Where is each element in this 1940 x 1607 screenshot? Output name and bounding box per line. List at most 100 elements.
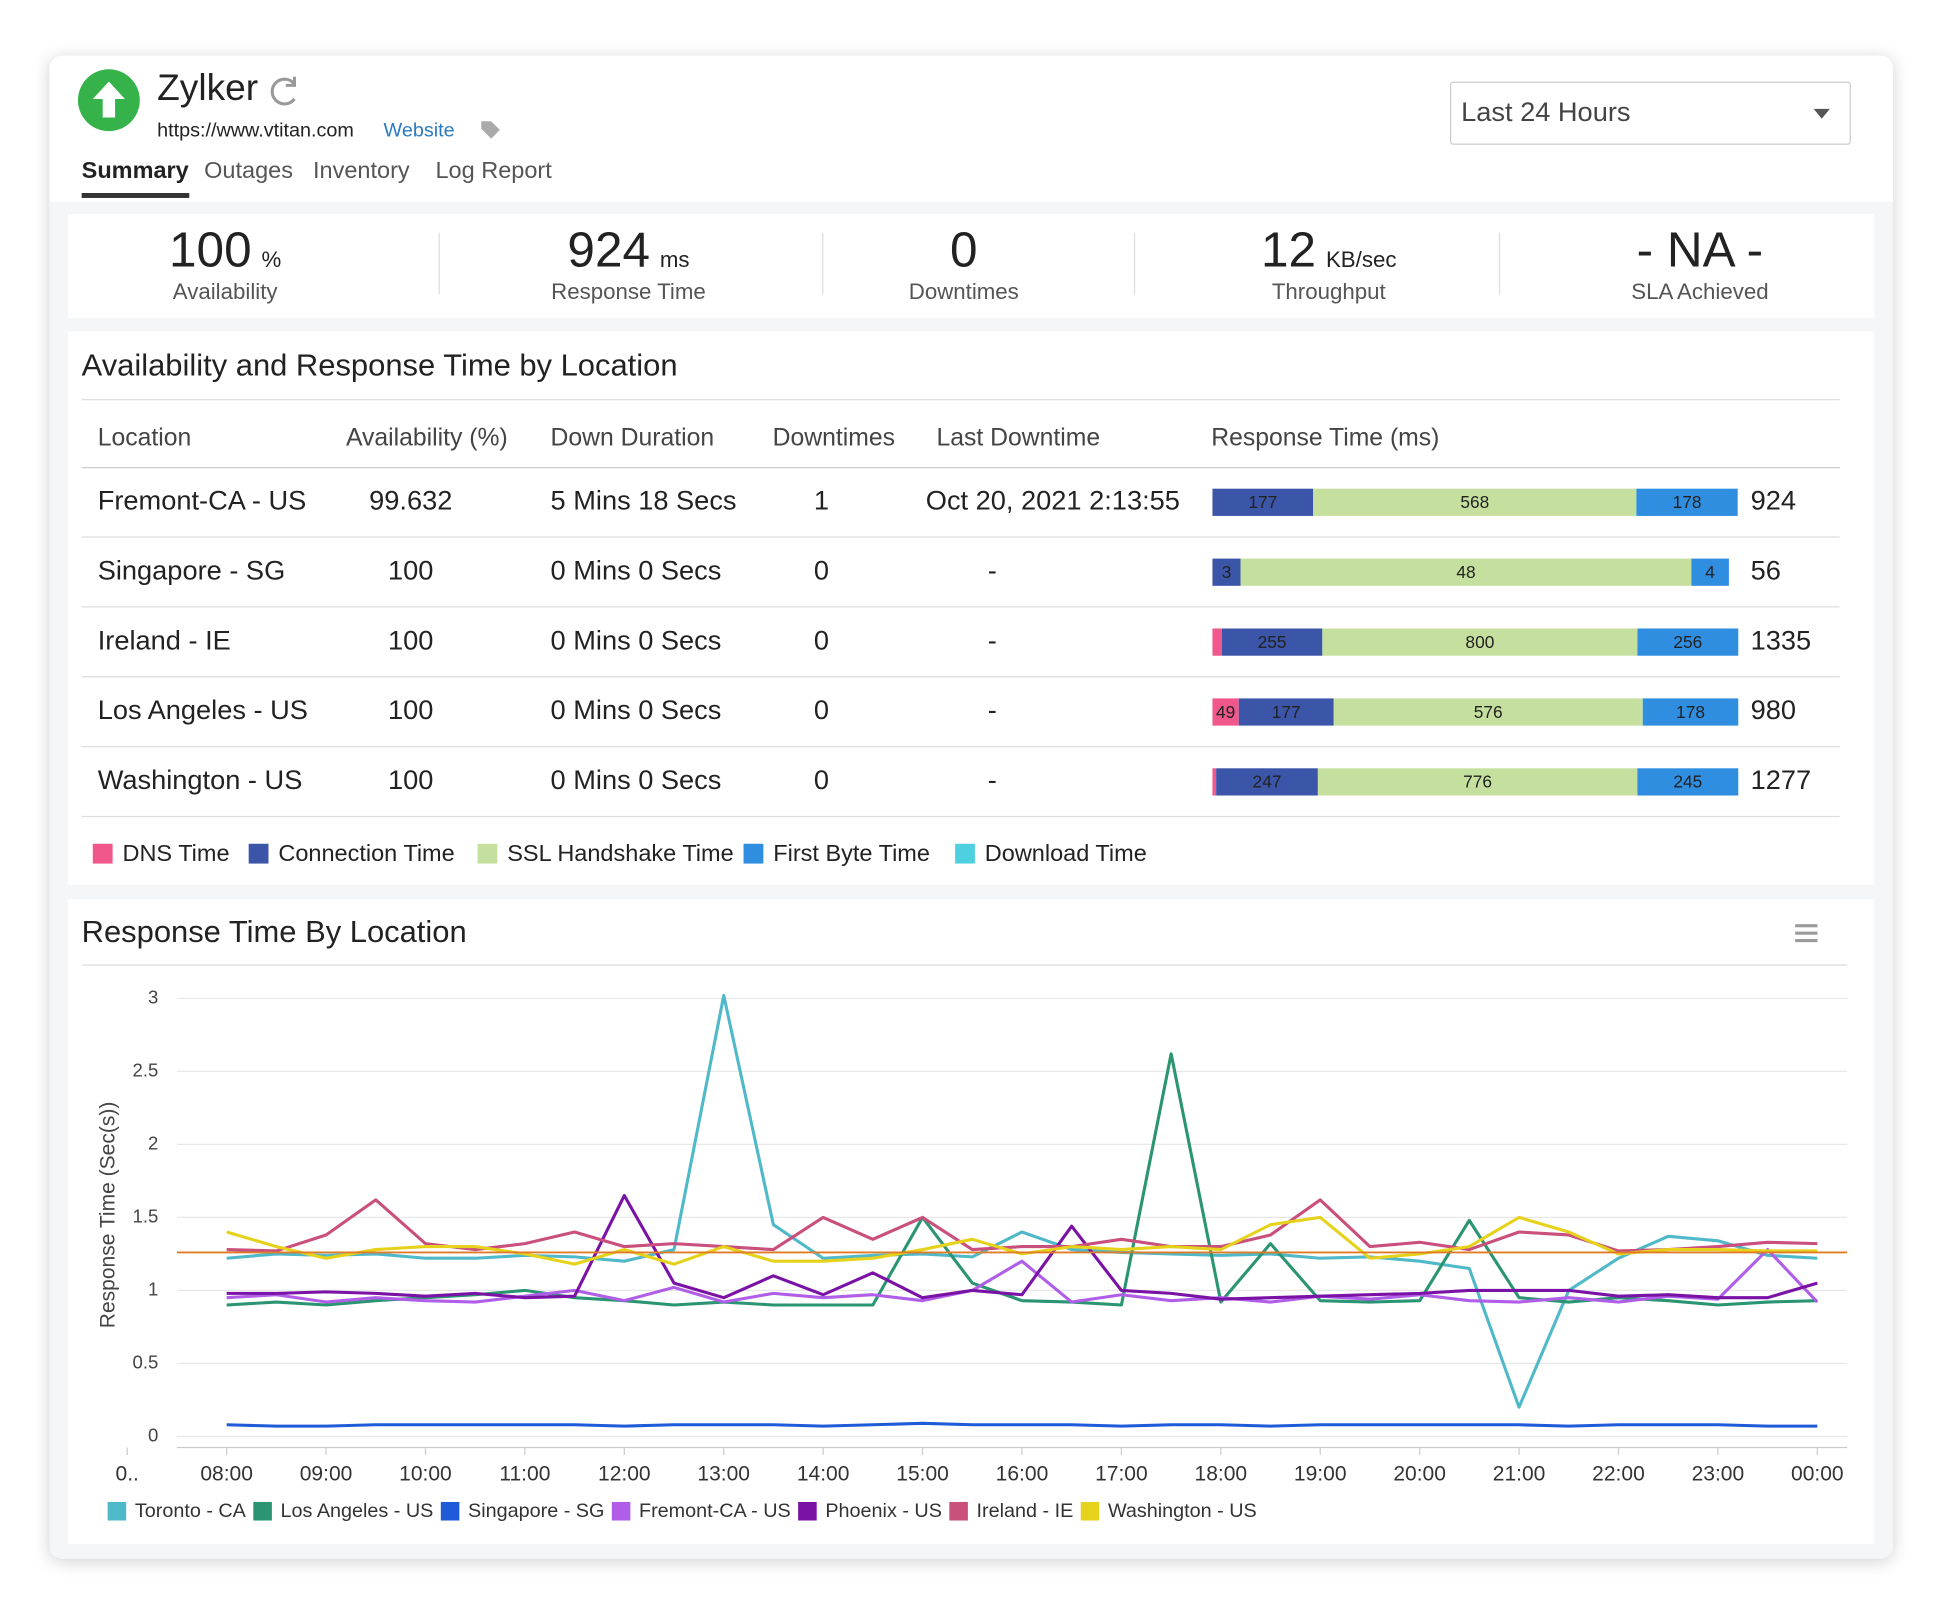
series-line [226, 1215, 1818, 1266]
row-total: 980 [1751, 694, 1796, 725]
stat-label: SLA Achieved [1631, 279, 1768, 304]
legend-swatch [92, 843, 113, 864]
row-total: 1277 [1751, 764, 1812, 795]
stat-label: Response Time [551, 279, 706, 304]
legend-label[interactable]: Singapore - SG [468, 1500, 604, 1522]
series-line [226, 1198, 1818, 1253]
bar-segment [1333, 698, 1643, 726]
y-tick-label: 3 [148, 986, 158, 1007]
table-cell: 0 Mins 0 Secs [551, 554, 722, 585]
x-tick-label: 14:00 [797, 1462, 850, 1485]
column-header: Response Time (ms) [1211, 425, 1439, 452]
legend-swatch[interactable] [107, 1501, 127, 1521]
legend-label[interactable]: Toronto - CA [135, 1500, 247, 1522]
stats-panel [68, 214, 1875, 318]
tab[interactable]: Inventory [313, 157, 410, 183]
bar-segment [1637, 628, 1739, 656]
table-cell: - [988, 624, 997, 655]
table-cell: 100 [388, 554, 433, 585]
legend-swatch[interactable] [949, 1501, 968, 1521]
stat-label: Downtimes [909, 279, 1019, 304]
bar-label: 256 [1673, 632, 1702, 652]
table-cell: - [988, 554, 997, 585]
menu-icon[interactable] [1795, 924, 1818, 943]
y-tick-label: 0 [148, 1424, 158, 1445]
x-tick-label: 11:00 [499, 1462, 550, 1485]
bar-segment [1691, 558, 1729, 586]
bar-segment [1637, 768, 1739, 796]
table-cell: 100 [388, 624, 433, 655]
dropdown-caret [1813, 108, 1830, 119]
stat-value: 100 [169, 223, 252, 278]
table-cell: Oct 20, 2021 2:13:55 [926, 484, 1180, 515]
refresh-icon[interactable] [270, 76, 297, 106]
bar-label: 49 [1216, 702, 1235, 722]
x-tick-label: 00:00 [1791, 1462, 1844, 1485]
legend-label[interactable]: Phoenix - US [825, 1500, 942, 1522]
row-total: 56 [1751, 554, 1781, 585]
legend-swatch[interactable] [798, 1501, 817, 1521]
bar-label: 177 [1248, 492, 1277, 512]
legend-label[interactable]: Los Angeles - US [281, 1500, 434, 1522]
legend-label[interactable]: Washington - US [1108, 1500, 1257, 1522]
legend-swatch [743, 843, 764, 864]
legend-swatch[interactable] [611, 1501, 631, 1521]
bar-segment [1322, 628, 1638, 656]
column-header: Availability (%) [346, 425, 508, 452]
x-tick-label: 08:00 [200, 1462, 253, 1485]
bar-label: 247 [1253, 772, 1282, 792]
bar-segment [1212, 628, 1222, 656]
table-cell: 1 [814, 484, 829, 515]
bar-segment [1212, 488, 1314, 516]
bar-label: 177 [1272, 702, 1301, 722]
bar-segment [1317, 768, 1638, 796]
up-arrow [92, 81, 125, 118]
x-tick-label: 19:00 [1294, 1462, 1347, 1485]
series-line [226, 1421, 1818, 1428]
url: https://www.vtitan.com [157, 119, 354, 141]
tab[interactable]: Summary [82, 157, 189, 183]
bar-segment [1216, 768, 1318, 796]
legend-label: Download Time [985, 840, 1147, 866]
bar-label: 178 [1676, 702, 1705, 722]
table-cell: 100 [388, 764, 433, 795]
stat-unit: % [261, 247, 281, 272]
stat-value: 0 [950, 223, 978, 278]
bar-label: 178 [1673, 492, 1702, 512]
series-line [226, 1193, 1818, 1301]
monitor-title: Zylker [157, 66, 258, 108]
website-link[interactable]: Website [384, 119, 455, 141]
y-axis-title: Response Time (Sec(s)) [96, 1102, 119, 1329]
table-cell: Los Angeles - US [98, 694, 308, 725]
bar-label: 568 [1460, 492, 1489, 512]
legend-swatch[interactable] [440, 1501, 460, 1521]
legend-label[interactable]: Ireland - IE [977, 1500, 1074, 1522]
bar-segment [1238, 698, 1334, 726]
tab[interactable]: Log Report [435, 157, 552, 183]
x-tick-label: 10:00 [399, 1462, 452, 1485]
legend-swatch [477, 843, 498, 864]
bar-label: 776 [1463, 772, 1492, 792]
table-cell: 99.632 [369, 484, 452, 515]
bar-label: 800 [1465, 632, 1494, 652]
x-tick-label: 23:00 [1692, 1462, 1745, 1485]
period-dropdown[interactable] [1449, 81, 1851, 145]
bar-label: 576 [1474, 702, 1503, 722]
tag-icon[interactable] [481, 121, 500, 139]
legend-label[interactable]: Fremont-CA - US [639, 1500, 791, 1522]
table-cell: Singapore - SG [98, 554, 286, 585]
y-tick-label: 2.5 [133, 1059, 159, 1080]
table-cell: 100 [388, 694, 433, 725]
period-label[interactable]: Last 24 Hours [1461, 96, 1630, 127]
bar-segment [1642, 698, 1739, 726]
bar-segment [1212, 558, 1241, 586]
x-tick-label: 21:00 [1493, 1462, 1546, 1485]
x-tick-label: 15:00 [896, 1462, 949, 1485]
x-tick-label: 12:00 [598, 1462, 651, 1485]
series-line [226, 1248, 1819, 1304]
table-cell: 0 Mins 0 Secs [551, 764, 722, 795]
tab[interactable]: Outages [204, 157, 293, 183]
legend-swatch[interactable] [253, 1501, 272, 1521]
legend-swatch[interactable] [1080, 1501, 1100, 1521]
